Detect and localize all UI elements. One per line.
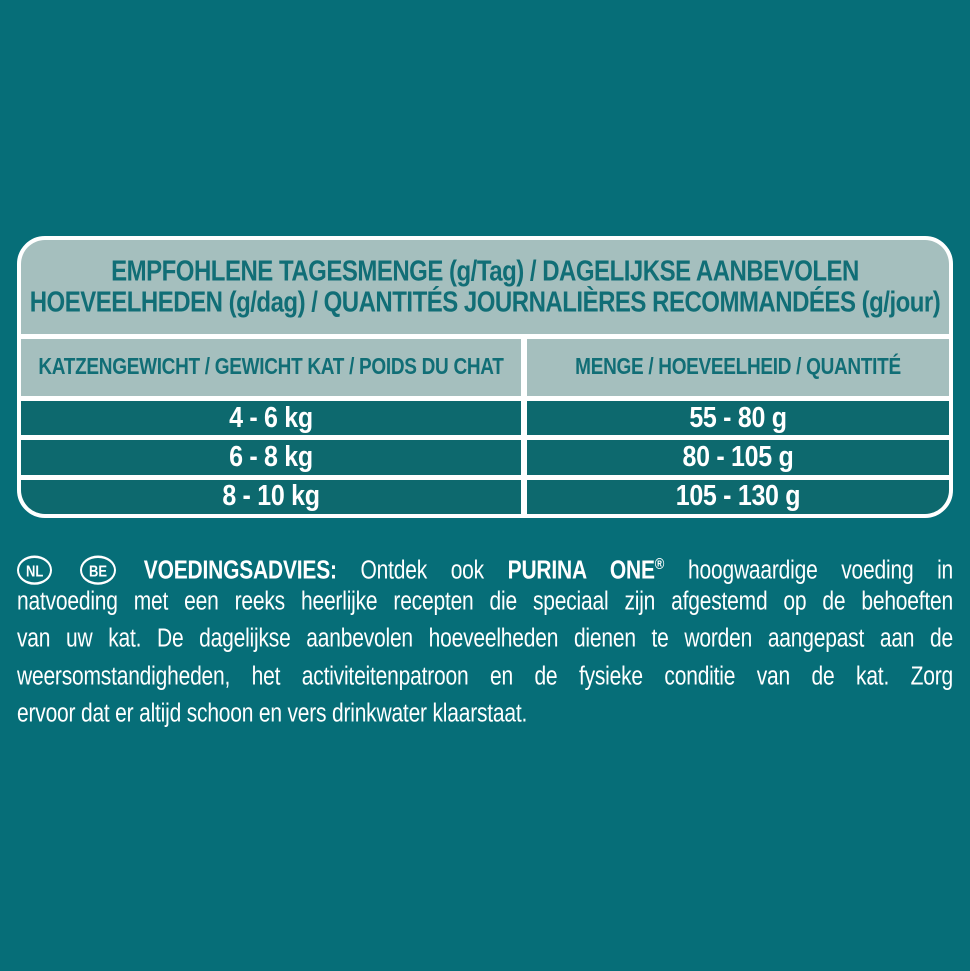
weight-value: 6 - 8 kg [229, 440, 313, 474]
amount-cell: 105 - 130 g [527, 479, 949, 514]
amount-value: 105 - 130 g [675, 480, 801, 513]
amount-value: 55 - 80 g [689, 401, 787, 434]
feeding-table: EMPFOHLENE TAGESMENGE (g/Tag) / DAGELIJK… [17, 236, 953, 518]
amount-value: 80 - 105 g [682, 440, 794, 474]
advice-label: VOEDINGSADVIES: [143, 556, 337, 585]
registered-trademark-mark: ® [654, 554, 665, 573]
advice-intro-text: Ontdek ook [360, 556, 485, 585]
country-badge-be: BE [80, 555, 117, 585]
weight-cell: 6 - 8 kg [21, 440, 521, 475]
table-title: EMPFOHLENE TAGESMENGE (g/Tag) / DAGELIJK… [21, 240, 949, 334]
advice-line-5: ervoor dat er altijd schoon en vers drin… [17, 699, 528, 728]
weight-value: 4 - 6 kg [229, 401, 313, 434]
table-title-line2: HOEVEELHEDEN (g/dag) / QUANTITÉS JOURNAL… [29, 286, 941, 319]
column-header-quantity-label: MENGE / HOEVEELHEID / QUANTITÉ [575, 354, 901, 380]
amount-cell: 55 - 80 g [527, 401, 949, 436]
weight-cell: 4 - 6 kg [21, 401, 521, 436]
weight-cell: 8 - 10 kg [21, 479, 521, 514]
column-header-cat-weight: KATZENGEWICHT / GEWICHT KAT / POIDS DU C… [21, 339, 521, 396]
country-badge-nl: NL [17, 555, 53, 585]
weight-value: 8 - 10 kg [222, 480, 320, 513]
advice-line-3: van uw kat. De dagelijkse aanbevolen hoe… [17, 624, 953, 653]
advice-line-1: NL BE VOEDINGSADVIES: Ontdek ook PURINA … [17, 541, 953, 587]
feeding-advice-paragraph: NL BE VOEDINGSADVIES: Ontdek ook PURINA … [17, 545, 953, 733]
column-header-quantity: MENGE / HOEVEELHEID / QUANTITÉ [527, 339, 949, 396]
table-row: 6 - 8 kg 80 - 105 g [21, 440, 949, 475]
advice-line-4: weersomstandigheden, het activiteitenpat… [17, 661, 953, 690]
advice-line1-rest: hoogwaardige voeding in [688, 556, 954, 585]
table-column-headers: KATZENGEWICHT / GEWICHT KAT / POIDS DU C… [21, 339, 949, 396]
column-header-cat-weight-label: KATZENGEWICHT / GEWICHT KAT / POIDS DU C… [38, 354, 504, 380]
advice-line-2: natvoeding met een reeks heerlijke recep… [17, 586, 953, 615]
amount-cell: 80 - 105 g [527, 440, 949, 475]
table-row: 4 - 6 kg 55 - 80 g [21, 401, 949, 436]
brand-name: PURINA ONE [507, 556, 655, 585]
table-row: 8 - 10 kg 105 - 130 g [21, 479, 949, 514]
table-title-line1: EMPFOHLENE TAGESMENGE (g/Tag) / DAGELIJK… [111, 255, 859, 288]
